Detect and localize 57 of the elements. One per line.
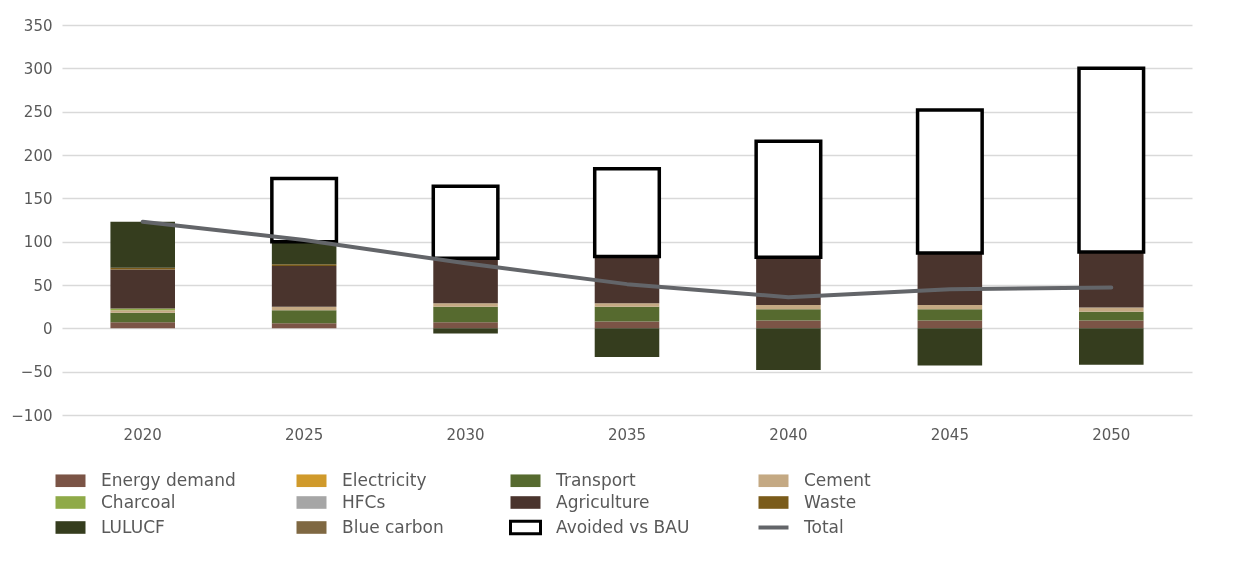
x-tick-label: 2040 <box>769 425 808 444</box>
bar <box>594 321 660 329</box>
legend-label: Charcoal <box>101 491 176 512</box>
bar <box>110 312 175 323</box>
bar <box>1079 320 1144 329</box>
y-tick-label: 150 <box>23 189 53 208</box>
y-tick-label: 0 <box>42 319 53 338</box>
legend-label: Blue carbon <box>342 516 444 537</box>
y-tick-label: 300 <box>23 59 53 78</box>
y-tick-label: 100 <box>23 233 53 252</box>
y-tick-label: −50 <box>20 363 53 382</box>
bar <box>271 265 337 307</box>
bar <box>1079 328 1144 365</box>
bar <box>917 304 983 310</box>
legend-label: Energy demand <box>101 469 236 490</box>
bar <box>110 269 175 309</box>
legend-label: Waste <box>804 491 857 512</box>
bar <box>110 322 175 329</box>
x-tick-label: 2045 <box>930 425 969 444</box>
bar <box>756 328 821 370</box>
bar <box>110 221 175 268</box>
x-tick-label: 2035 <box>607 425 647 444</box>
y-tick-label: 350 <box>23 16 53 35</box>
bar <box>917 309 983 321</box>
y-tick-label: 250 <box>23 103 53 122</box>
x-tick-label: 2020 <box>123 425 162 444</box>
line-series <box>140 219 1114 300</box>
legend-label: Electricity <box>342 469 427 490</box>
bar <box>594 303 660 307</box>
x-tick-label: 2030 <box>446 425 485 444</box>
y-tick-label: −100 <box>11 406 53 425</box>
legend-label: LULUCF <box>101 516 165 537</box>
bar <box>756 304 821 310</box>
y-tick-label: 200 <box>23 146 53 165</box>
legend-label: Total <box>803 516 844 537</box>
bar <box>917 328 983 366</box>
bar <box>594 306 660 322</box>
bar <box>756 309 821 321</box>
bar <box>1079 311 1144 321</box>
y-tick-label: 50 <box>33 276 53 295</box>
bar <box>594 328 660 357</box>
x-tick-label: 2025 <box>285 425 324 444</box>
bar <box>433 303 498 307</box>
bar <box>1079 307 1144 312</box>
legend-label: Avoided vs BAU <box>556 516 690 537</box>
bar <box>271 310 337 324</box>
legend-label: HFCs <box>342 491 386 512</box>
bar <box>433 322 498 329</box>
legend-label: Cement <box>804 469 872 490</box>
bar <box>756 320 821 329</box>
legend-label: Agriculture <box>556 491 650 512</box>
x-tick-label: 2050 <box>1092 425 1131 444</box>
legend-label: Transport <box>555 469 637 490</box>
bar <box>433 306 498 323</box>
bar <box>433 328 498 334</box>
bar <box>1079 252 1144 308</box>
bar <box>271 323 337 329</box>
